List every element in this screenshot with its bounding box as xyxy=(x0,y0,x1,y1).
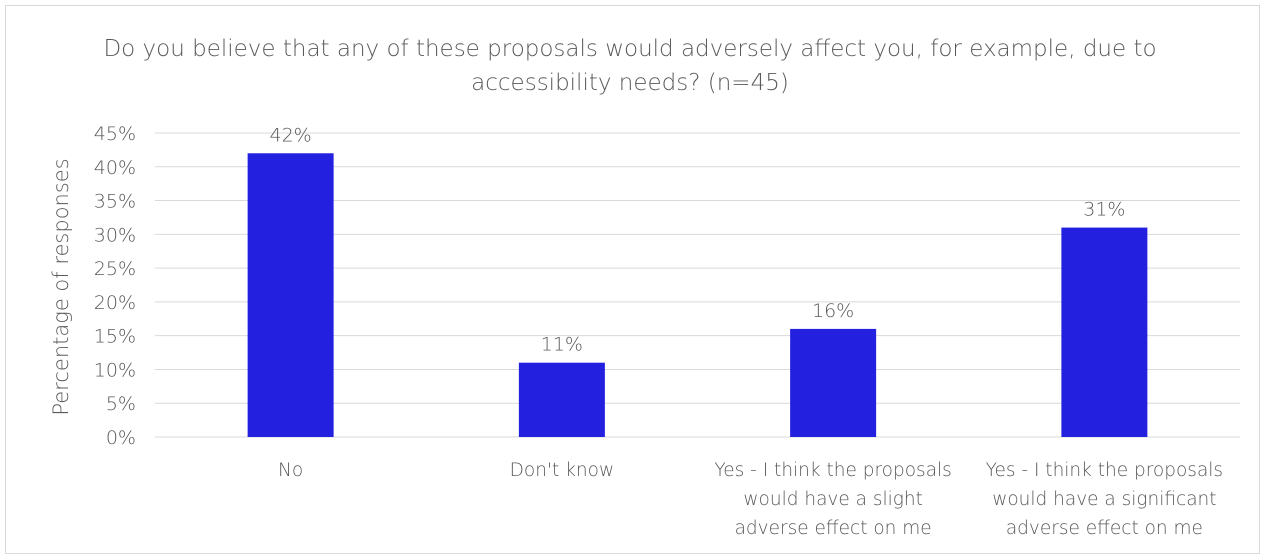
x-tick-label: adverse effect on me xyxy=(735,518,932,539)
data-labels: 42% 11% 16% 31% xyxy=(270,124,1126,355)
bar xyxy=(247,153,334,437)
y-axis-tick-labels: 0% 5% 10% 15% 20% 25% 30% 35% 40% 45% xyxy=(94,123,136,449)
data-label: 11% xyxy=(541,334,583,356)
bar xyxy=(790,328,877,437)
data-label: 42% xyxy=(270,124,312,146)
data-label: 16% xyxy=(812,300,854,322)
y-tick-label: 35% xyxy=(94,191,136,213)
x-tick-label: adverse effect on me xyxy=(1006,518,1203,539)
chart-frame xyxy=(5,5,1260,554)
bar xyxy=(518,362,605,437)
x-tick-label: Don't know xyxy=(510,460,614,481)
chart-title: Do you believe that any of these proposa… xyxy=(103,36,1157,96)
x-axis-tick-labels: No Don't know Yes - I think the proposals w… xyxy=(278,460,1223,539)
y-tick-label: 10% xyxy=(94,359,136,381)
y-tick-label: 5% xyxy=(106,393,136,415)
x-tick-label: Yes - I think the proposals xyxy=(986,460,1223,481)
y-tick-label: 40% xyxy=(94,157,136,179)
y-tick-label: 25% xyxy=(94,258,136,280)
y-tick-label: 0% xyxy=(106,427,136,449)
gridlines xyxy=(155,132,1240,438)
data-label: 31% xyxy=(1083,199,1125,221)
y-axis-label: Percentage of responses xyxy=(49,158,73,415)
y-tick-label: 20% xyxy=(94,292,136,314)
y-tick-label: 15% xyxy=(94,326,136,348)
y-tick-label: 30% xyxy=(94,224,136,246)
x-tick-label: would have a slight xyxy=(743,489,922,510)
x-tick-label: Yes - I think the proposals xyxy=(714,460,951,481)
bars xyxy=(247,153,1148,437)
y-tick-label: 45% xyxy=(94,123,136,145)
x-tick-label: would have a significant xyxy=(992,489,1216,510)
bar xyxy=(1061,227,1148,437)
x-tick-label: No xyxy=(278,460,303,481)
